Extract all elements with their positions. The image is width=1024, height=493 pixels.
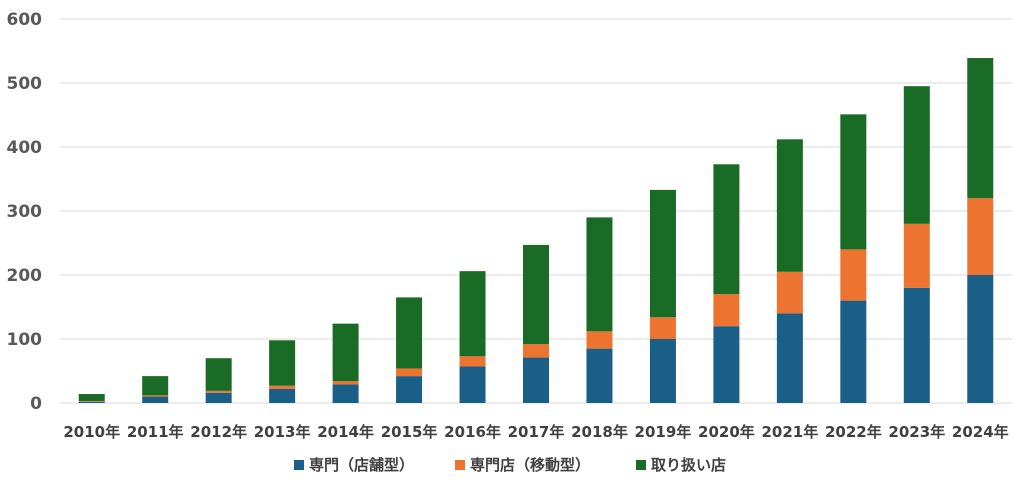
bar-segment [332,381,359,385]
legend-label: 専門店（移動型） [470,456,590,474]
bar-segment [205,390,232,393]
legend: 専門（店舗型） 専門店（移動型） 取り扱い店 [294,456,726,474]
y-tick-label: 0 [30,394,42,414]
bar-segment [523,244,549,345]
bar-segment [78,394,105,402]
x-tick-label: 2010年 [63,423,120,441]
legend-item: 専門（店舗型） [294,456,414,474]
bar-segment [776,139,803,272]
y-tick-label: 600 [7,10,43,30]
bar-segment [903,287,930,403]
bar-segment [459,366,486,403]
bar-segment [903,223,930,288]
bar-segment [713,326,740,403]
bar-segment [269,340,296,386]
bar-segment [649,339,676,403]
legend-item: 専門店（移動型） [455,456,590,474]
legend-swatch [294,460,304,470]
bar-segment [586,348,613,403]
bar-segment [776,271,803,314]
bar-segment [649,189,676,318]
bar-segment [649,317,676,339]
bar-segment [459,356,486,367]
bar-segment [776,313,803,403]
y-tick-label: 400 [7,138,43,158]
x-tick-label: 2015年 [381,423,438,441]
bar-segment [205,392,232,403]
bar-segment [586,331,613,349]
bar-segment [205,358,232,391]
bar-segment [713,294,740,327]
bar-segment [142,395,169,397]
x-tick-label: 2020年 [698,423,755,441]
bar-segment [142,396,169,403]
legend-label: 専門（店舗型） [309,456,414,474]
bar-segment [78,401,105,402]
bar-segment [78,401,105,403]
legend-item: 取り扱い店 [636,456,726,474]
x-tick-label: 2022年 [825,423,882,441]
bar-segment [396,297,423,369]
x-tick-label: 2024年 [952,423,1009,441]
x-tick-label: 2014年 [317,423,374,441]
bar-segment [967,58,994,199]
x-axis-tick-labels: 2010年 2011年 2012年 2013年 2014年 2015年 2016年 2017年… [63,423,1008,441]
bars [78,58,994,403]
bar-segment [269,385,296,389]
bar-segment [142,376,169,396]
bar-segment [840,114,867,250]
x-tick-label: 2011年 [127,423,184,441]
bar-segment [903,86,930,224]
y-tick-label: 300 [7,202,43,222]
bar-segment [967,275,994,403]
bar-segment [586,217,613,332]
x-tick-label: 2013年 [254,423,311,441]
bar-segment [269,388,296,403]
bar-segment [396,368,423,377]
x-tick-label: 2012年 [190,423,247,441]
x-tick-label: 2017年 [508,423,565,441]
bar-segment [713,164,740,295]
x-tick-label: 2021年 [761,423,818,441]
y-axis-tick-labels: 0 100 200 300 400 500 600 [7,10,43,414]
bar-segment [840,300,867,403]
bar-segment [459,271,486,357]
legend-swatch [636,460,646,470]
bar-segment [523,357,549,403]
bar-segment [396,376,423,403]
legend-swatch [455,460,465,470]
x-tick-label: 2018年 [571,423,628,441]
x-tick-label: 2023年 [888,423,945,441]
bar-segment [332,323,359,382]
y-tick-label: 500 [7,74,43,94]
x-tick-label: 2016年 [444,423,501,441]
y-tick-label: 100 [7,330,43,350]
bar-segment [332,384,359,403]
bar-segment [967,198,994,275]
bar-segment [840,249,867,301]
x-tick-label: 2019年 [635,423,692,441]
legend-label: 取り扱い店 [651,456,726,474]
bar-segment [523,344,549,358]
y-tick-label: 200 [7,266,43,286]
